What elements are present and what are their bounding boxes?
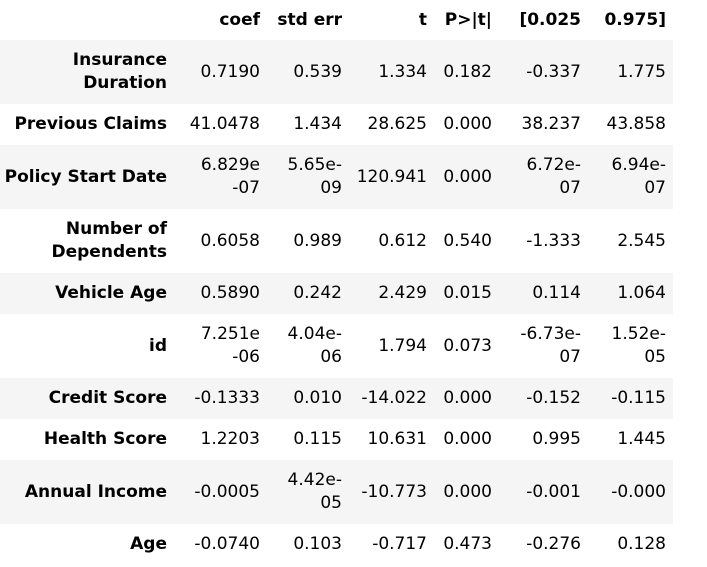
t-cell: -10.773 — [361, 481, 427, 502]
t-cell: -14.022 — [361, 388, 427, 408]
std-err-cell: 0.539 — [293, 61, 342, 82]
coef-cell: 6.829e-07 — [174, 145, 267, 209]
ci-low-cell: -0.152 — [526, 388, 581, 408]
t-cell: 0.612 — [378, 230, 427, 251]
ci-low-cell: 6.72e-07 — [499, 145, 588, 209]
header-t: t — [349, 0, 434, 40]
std-err-cell: 0.115 — [293, 429, 342, 449]
p-value-cell: 0.000 — [443, 429, 492, 449]
t-cell: 28.625 — [367, 114, 427, 134]
row-label: id — [149, 335, 167, 356]
ci-high-cell: -0.115 — [611, 388, 666, 408]
ci-low-value: 6.72e-07 — [526, 155, 581, 198]
header-corner — [0, 0, 174, 40]
coef-cell: -0.0740 — [194, 534, 260, 554]
ci-high-cell: 1.52e-05 — [588, 314, 673, 378]
table-row: Annual Income -0.0005 4.42e-05 -10.773 0… — [0, 460, 673, 524]
std-err-cell: 4.42e-05 — [267, 460, 349, 524]
t-cell: 120.941 — [356, 166, 427, 187]
p-value-cell: 0.000 — [443, 114, 492, 134]
coef-cell: -0.0005 — [194, 481, 260, 502]
ci-high-cell: 1.445 — [617, 429, 666, 449]
ci-low-cell: 0.114 — [532, 283, 581, 303]
table-row: Vehicle Age 0.5890 0.242 2.429 0.015 0.1… — [0, 273, 673, 314]
regression-coefficient-table: coef std err t P>|t| [0.025 0.975] Insur… — [0, 0, 673, 565]
p-value-cell: 0.015 — [443, 283, 492, 303]
p-value-cell: 0.182 — [443, 61, 492, 82]
t-cell: 1.334 — [378, 61, 427, 82]
coef-cell: 0.6058 — [200, 230, 260, 251]
std-err-cell: 5.65e-09 — [267, 145, 349, 209]
coef-value: 7.251e-06 — [200, 324, 260, 367]
ci-high-cell: 43.858 — [606, 114, 666, 134]
ci-high-cell: 6.94e-07 — [588, 145, 673, 209]
ci-high-cell: -0.000 — [611, 481, 666, 502]
ci-high-cell: 1.064 — [617, 283, 666, 303]
std-err-value: 5.65e-09 — [287, 155, 342, 198]
p-value-cell: 0.000 — [443, 166, 492, 187]
table-row: Credit Score -0.1333 0.010 -14.022 0.000… — [0, 378, 673, 419]
table-row: Health Score 1.2203 0.115 10.631 0.000 0… — [0, 419, 673, 460]
p-value-cell: 0.000 — [443, 388, 492, 408]
std-err-cell: 0.010 — [293, 388, 342, 408]
ci-high-value: 1.52e-05 — [611, 324, 666, 367]
table-header-row: coef std err t P>|t| [0.025 0.975] — [0, 0, 673, 40]
p-value-cell: 0.073 — [443, 335, 492, 356]
t-cell: -0.717 — [372, 534, 427, 554]
ci-low-cell: 38.237 — [521, 114, 581, 134]
row-label: Number of Dependents — [51, 219, 168, 262]
header-ci-high: 0.975] — [588, 0, 673, 40]
std-err-value: 4.04e-06 — [287, 324, 342, 367]
std-err-value: 4.42e-05 — [287, 470, 342, 513]
std-err-cell: 4.04e-06 — [267, 314, 349, 378]
t-cell: 1.794 — [378, 335, 427, 356]
ci-low-cell: -1.333 — [526, 230, 581, 251]
ci-high-cell: 2.545 — [617, 230, 666, 251]
coef-value: 6.829e-07 — [200, 155, 260, 198]
row-label: Health Score — [43, 429, 167, 449]
row-label: Insurance Duration — [72, 50, 167, 93]
header-coef: coef — [174, 0, 267, 40]
coef-cell: 7.251e-06 — [174, 314, 267, 378]
header-std-err: std err — [267, 0, 349, 40]
table-row: Number of Dependents 0.6058 0.989 0.612 … — [0, 209, 673, 273]
row-label: Previous Claims — [14, 114, 167, 134]
ci-low-value: -6.73e-07 — [520, 324, 581, 367]
ci-low-cell: 0.995 — [532, 429, 581, 449]
ci-low-cell: -6.73e-07 — [499, 314, 588, 378]
row-label: Vehicle Age — [55, 283, 167, 303]
row-label: Annual Income — [24, 481, 167, 502]
header-ci-low: [0.025 — [499, 0, 588, 40]
table-row: Previous Claims 41.0478 1.434 28.625 0.0… — [0, 104, 673, 145]
header-p-value: P>|t| — [434, 0, 499, 40]
p-value-cell: 0.540 — [443, 230, 492, 251]
ci-high-value: 6.94e-07 — [611, 155, 666, 198]
coef-cell: -0.1333 — [194, 388, 260, 408]
t-cell: 2.429 — [378, 283, 427, 303]
row-label: Policy Start Date — [4, 166, 167, 187]
table-row: Insurance Duration 0.7190 0.539 1.334 0.… — [0, 40, 673, 104]
ci-low-cell: -0.337 — [526, 61, 581, 82]
ci-high-cell: 1.775 — [617, 61, 666, 82]
row-label: Credit Score — [48, 388, 167, 408]
coef-cell: 1.2203 — [200, 429, 260, 449]
t-cell: 10.631 — [367, 429, 427, 449]
ci-low-cell: -0.276 — [526, 534, 581, 554]
p-value-cell: 0.473 — [443, 534, 492, 554]
p-value-cell: 0.000 — [443, 481, 492, 502]
ci-high-cell: 0.128 — [617, 534, 666, 554]
coef-cell: 41.0478 — [189, 114, 260, 134]
ci-low-cell: -0.001 — [526, 481, 581, 502]
std-err-cell: 0.103 — [293, 534, 342, 554]
std-err-cell: 0.242 — [293, 283, 342, 303]
std-err-cell: 1.434 — [293, 114, 342, 134]
table-row: id 7.251e-06 4.04e-06 1.794 0.073 -6.73e… — [0, 314, 673, 378]
coef-cell: 0.7190 — [200, 61, 260, 82]
row-label: Age — [130, 534, 167, 554]
table-row: Age -0.0740 0.103 -0.717 0.473 -0.276 0.… — [0, 524, 673, 565]
coef-cell: 0.5890 — [200, 283, 260, 303]
std-err-cell: 0.989 — [293, 230, 342, 251]
table-row: Policy Start Date 6.829e-07 5.65e-09 120… — [0, 145, 673, 209]
